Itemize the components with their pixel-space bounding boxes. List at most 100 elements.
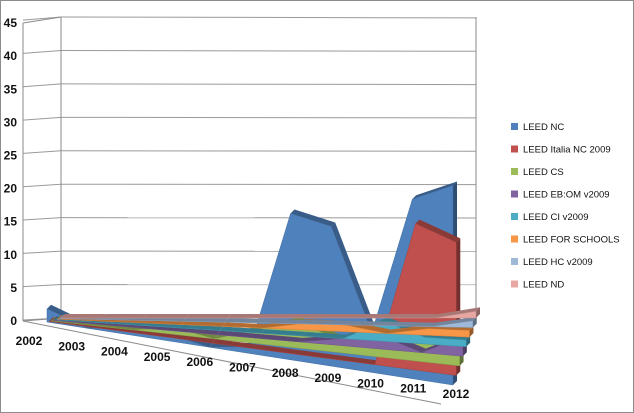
x-tick-label: 2006: [186, 355, 213, 369]
legend-label: LEED NC: [523, 122, 564, 133]
area-ridge-segment: [393, 314, 439, 318]
area-end-cap: [469, 326, 474, 338]
area-ridge-segment: [144, 314, 190, 318]
floor-front-edge: [22, 320, 442, 405]
legend: LEED NC LEED Italia NC 2009 LEED CS LEED EB…: [511, 122, 620, 291]
legend-label: LEED FOR SCHOOLS: [523, 235, 620, 246]
area-ridge-segment: [265, 319, 312, 324]
x-tick-label: 2011: [400, 382, 426, 396]
y-tick-label: 35: [4, 82, 18, 96]
area-ridge-segment: [61, 314, 107, 318]
area-ridge-segment: [216, 330, 262, 339]
area-ridge-segment: [268, 314, 314, 318]
gridline-side: [22, 217, 62, 221]
legend-label: LEED Italia NC 2009: [523, 145, 611, 156]
area-ridge-segment: [102, 314, 148, 318]
area-end-cap: [476, 307, 480, 318]
area-face: [61, 311, 477, 319]
area-face: [58, 318, 473, 328]
legend-swatch: [511, 123, 518, 130]
area-ridge-segment: [310, 314, 356, 318]
area-ridge-segment: [211, 339, 257, 349]
gridline: [60, 16, 477, 19]
area-ridge-segment: [415, 219, 461, 243]
gridline-side: [22, 183, 62, 188]
y-tick-label: 40: [4, 49, 18, 63]
legend-swatch: [511, 145, 518, 153]
y-tick-label: 5: [10, 281, 17, 295]
y-tick-label: 25: [4, 149, 18, 163]
area-ridge-segment: [290, 209, 336, 227]
area-ridge-segment: [175, 327, 221, 335]
legend-swatch: [511, 235, 518, 243]
x-tick-label: 2010: [357, 376, 384, 390]
x-tick-label: 2008: [272, 366, 299, 380]
area-ridge-segment: [351, 314, 397, 318]
area-ridge-segment: [434, 307, 480, 318]
gridline-side: [22, 116, 62, 121]
legend-swatch: [511, 168, 518, 175]
area-end-cap: [472, 316, 477, 328]
area-ridge-segment: [178, 323, 224, 331]
x-tick-label: 2007: [229, 361, 256, 375]
area-ridge-segment: [227, 314, 273, 318]
y-tick-label: 20: [4, 182, 18, 196]
legend-label: LEED ND: [523, 280, 564, 291]
gridline: [60, 83, 477, 86]
legend-swatch: [511, 258, 518, 265]
area-ridge-segment: [348, 320, 394, 326]
area-ridge-segment: [386, 324, 433, 334]
area-ridge-segment: [171, 333, 216, 344]
gridline-side: [22, 250, 62, 254]
legend-label: LEED EB:OM v2009: [523, 190, 610, 201]
area-ridge-segment: [224, 318, 270, 324]
legend-swatch: [511, 190, 518, 198]
legend-label: LEED CI v2009: [523, 212, 588, 223]
series-layer: [46, 181, 480, 386]
area-ridge-segment: [331, 222, 376, 333]
area-ridge-segment: [431, 316, 477, 327]
x-tick-label: 2009: [315, 371, 342, 385]
gridline-side: [22, 150, 62, 154]
area-end-cap: [466, 336, 471, 347]
y-tick-label: 0: [10, 314, 17, 328]
y-tick-label: 15: [4, 215, 18, 229]
area-ridge-segment: [293, 349, 339, 360]
area-ridge-segment: [252, 344, 298, 354]
legend-swatch: [511, 213, 518, 220]
legend-swatch: [511, 280, 518, 288]
y-tick-label: 30: [4, 115, 18, 129]
legend-label: LEED HC v2009: [523, 257, 593, 268]
area-ridge-segment: [334, 355, 379, 365]
gridline: [60, 150, 477, 152]
area-ridge-segment: [260, 329, 306, 336]
x-tick-label: 2003: [58, 339, 85, 353]
x-tick-label: 2005: [144, 350, 171, 364]
gridline: [60, 116, 477, 119]
x-tick-label: 2004: [101, 345, 128, 359]
gridline-side: [22, 49, 62, 54]
gridline-side: [22, 83, 62, 88]
area-ridge-segment: [185, 314, 231, 318]
area-ridge-segment: [307, 319, 353, 325]
area-face: [54, 319, 467, 347]
x-axis-ticks: 2002 2003 2004 2005 2006 2007 2008 2009 2010 2011…: [16, 334, 470, 401]
y-tick-label: 10: [4, 248, 18, 262]
x-tick-label: 2002: [16, 334, 43, 348]
area-ridge-segment: [301, 331, 347, 339]
x-tick-label: 2012: [443, 387, 470, 401]
gridline: [60, 49, 477, 52]
y-axis-ticks: 0 5 10 15 20 25 30 35 40 45: [4, 16, 18, 328]
area-ridge-segment: [183, 317, 229, 323]
area-ridge-segment: [389, 321, 436, 327]
side-wall-top: [22, 16, 62, 24]
series-leed-nd: [61, 307, 480, 319]
area-ridge-segment: [219, 326, 265, 334]
gridline-side: [22, 284, 62, 288]
y-tick-label: 45: [4, 16, 18, 30]
legend-label: LEED CS: [523, 167, 564, 178]
area-ridge-segment: [412, 181, 457, 200]
area-ridge-segment: [257, 334, 303, 342]
